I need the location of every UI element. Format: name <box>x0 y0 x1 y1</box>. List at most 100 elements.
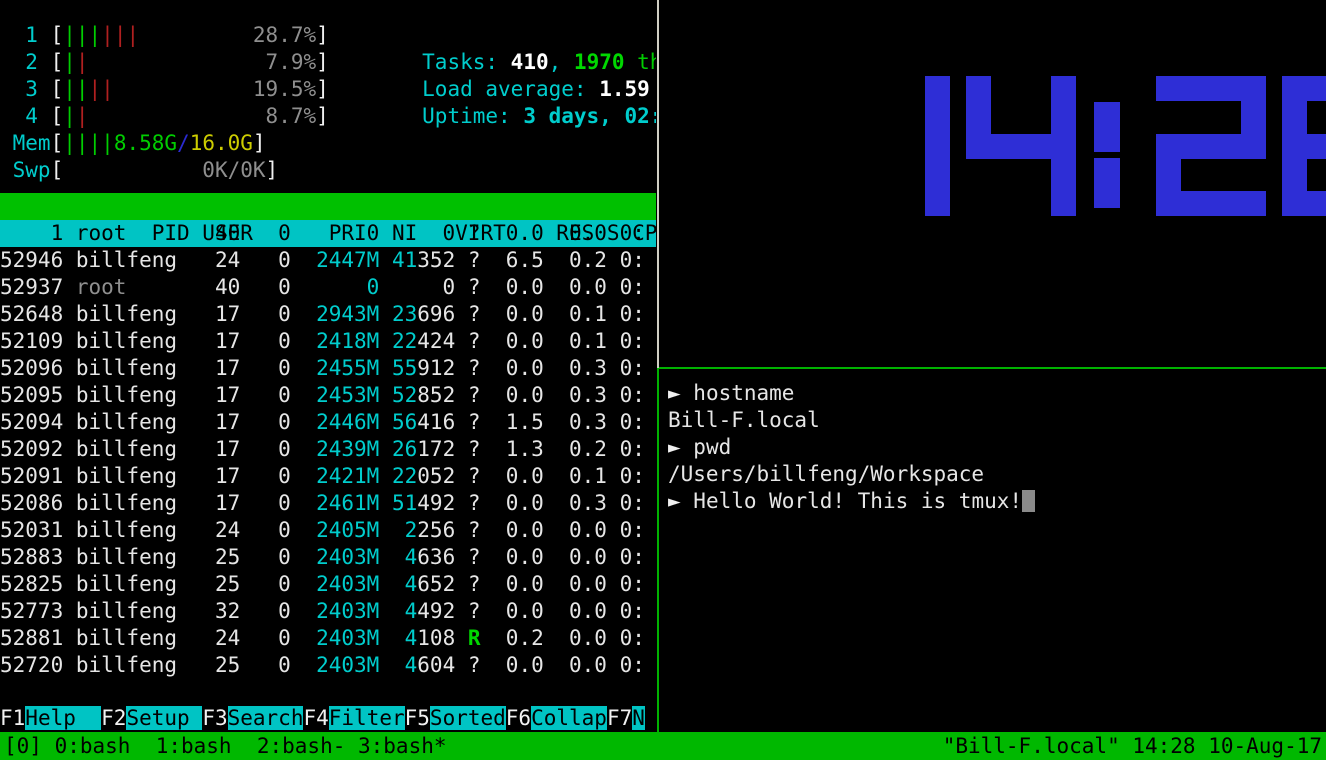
fkey-f6-label[interactable]: Collap <box>531 706 607 730</box>
table-row[interactable]: 52086 billfeng 17 0 2461M 51492 ? 0.0 0.… <box>0 490 656 517</box>
process-pri: 24 <box>177 626 241 650</box>
process-mem: 0.0 <box>543 626 607 650</box>
table-row[interactable]: 52720 billfeng 25 0 2403M 4604 ? 0.0 0.0… <box>0 652 656 679</box>
process-state: ? <box>455 653 481 677</box>
cpu-bar-red: | <box>75 50 89 74</box>
fkey-f5-key[interactable]: F5 <box>404 706 430 730</box>
pane-border-vertical-top[interactable] <box>657 0 659 368</box>
fkey-f4-label[interactable]: Filter <box>328 706 405 730</box>
table-row[interactable]: 52648 billfeng 17 0 2943M 23696 ? 0.0 0.… <box>0 301 656 328</box>
process-pri: 40 <box>177 275 241 299</box>
process-mem: 0.3 <box>543 383 607 407</box>
cpu-bar-empty <box>139 23 164 47</box>
fkey-f6-key[interactable]: F6 <box>505 706 532 730</box>
process-state: ? <box>455 599 481 623</box>
cpu-bar-green: | <box>63 104 76 128</box>
table-row[interactable]: 52094 billfeng 17 0 2446M 56416 ? 1.5 0.… <box>0 409 656 436</box>
fkey-f2-key[interactable]: F2 <box>101 706 127 730</box>
process-table[interactable]: PID USER PRI NI VIRT RES S CPU% MEM% T 1… <box>0 193 656 679</box>
htop-function-key-bar[interactable]: F1Help F2Setup F3SearchF4FilterF5SortedF… <box>0 705 656 732</box>
table-row[interactable]: 52031 billfeng 24 0 2405M 2256 ? 0.0 0.0… <box>0 517 656 544</box>
fkey-f2-label[interactable]: Setup <box>126 706 203 730</box>
process-pid: 52109 <box>0 329 76 353</box>
process-state: ? <box>455 437 481 461</box>
fkey-f1-key[interactable]: F1 <box>0 706 26 730</box>
table-row[interactable]: 52946 billfeng 24 0 2447M 41352 ? 6.5 0.… <box>0 247 656 274</box>
cpu-bar-empty <box>89 104 165 128</box>
process-state: ? <box>455 410 481 434</box>
memory-meter[interactable]: Mem[||||8.58G/16.0G] <box>0 130 656 157</box>
clock-segment-g <box>1282 134 1326 159</box>
table-row[interactable]: 52773 billfeng 32 0 2403M 4492 ? 0.0 0.0… <box>0 598 656 625</box>
htop-pane[interactable]: 1 [|||||| 28.7%] 2 [|| 7.9%] 3 [|||| 19.… <box>0 0 656 732</box>
fkey-f1-label[interactable]: Help <box>25 706 102 730</box>
process-table-body[interactable]: 1 root 40 0 0 0 ? 0.0 0.0 0: 52946 billfe… <box>0 220 656 679</box>
tmux-status-right[interactable]: "Bill-F.local" 14:28 10-Aug-17 <box>942 734 1322 758</box>
meter-bracket-open: [ <box>50 23 64 47</box>
cpu-meter-2[interactable]: 2 [|| 7.9%] <box>0 49 656 76</box>
process-gap <box>379 518 392 542</box>
process-ni: 0 <box>240 329 291 353</box>
swap-meter[interactable]: Swp[ 0K/0K] <box>0 157 656 184</box>
pane-border-horizontal[interactable] <box>659 367 1326 369</box>
process-pid: 52092 <box>0 437 76 461</box>
table-row[interactable]: 52096 billfeng 17 0 2455M 55912 ? 0.0 0.… <box>0 355 656 382</box>
process-mem: 0.2 <box>543 437 607 461</box>
process-time: 0: <box>606 491 645 515</box>
table-row[interactable]: 52883 billfeng 25 0 2403M 4636 ? 0.0 0.0… <box>0 544 656 571</box>
process-res-low: 492 <box>417 491 456 515</box>
table-row[interactable]: 1 root 40 0 0 0 ? 0.0 0.0 0: <box>0 220 656 247</box>
cpu-meter-percent: 28.7% <box>164 23 317 47</box>
load-average-line: Load average: 1.59 1.74 1. <box>321 49 656 101</box>
htop-meters-region: 1 [|||||| 28.7%] 2 [|| 7.9%] 3 [|||| 19.… <box>0 0 656 184</box>
fkey-f3-key[interactable]: F3 <box>202 706 228 730</box>
process-time: 0: <box>606 221 645 245</box>
fkey-f7-label[interactable]: N <box>632 706 645 730</box>
process-virt: 2403M <box>290 626 380 650</box>
process-table-header[interactable]: PID USER PRI NI VIRT RES S CPU% MEM% T <box>0 193 656 245</box>
process-cpu: 6.5 <box>480 248 544 272</box>
fkey-f4-key[interactable]: F4 <box>303 706 329 730</box>
table-row[interactable]: 52092 billfeng 17 0 2439M 26172 ? 1.3 0.… <box>0 436 656 463</box>
process-res-high: 2 <box>391 518 418 542</box>
process-user: billfeng <box>75 545 178 569</box>
clock-digit-4 <box>966 76 1076 216</box>
table-row[interactable]: 52825 billfeng 25 0 2403M 4652 ? 0.0 0.0… <box>0 571 656 598</box>
process-cpu: 0.0 <box>480 275 544 299</box>
process-mem: 0.0 <box>543 653 607 677</box>
pane-border-vertical-bottom[interactable] <box>657 368 659 732</box>
table-row[interactable]: 52109 billfeng 17 0 2418M 22424 ? 0.0 0.… <box>0 328 656 355</box>
process-mem: 0.3 <box>543 410 607 434</box>
table-row[interactable]: 52937 root 40 0 0 0 ? 0.0 0.0 0: <box>0 274 656 301</box>
process-pri: 17 <box>177 383 241 407</box>
process-mem: 0.0 <box>543 221 607 245</box>
fkey-f7-key[interactable]: F7 <box>606 706 633 730</box>
process-res-high: 41 <box>391 248 418 272</box>
process-virt: 2403M <box>290 599 380 623</box>
process-res-high: 4 <box>391 626 418 650</box>
table-row[interactable]: 52091 billfeng 17 0 2421M 22052 ? 0.0 0.… <box>0 463 656 490</box>
process-pri: 24 <box>177 248 241 272</box>
process-time: 0: <box>606 599 645 623</box>
tmux-clock-pane[interactable] <box>660 0 1326 366</box>
cpu-meter-3[interactable]: 3 [|||| 19.5%] <box>0 76 656 103</box>
clock-digits <box>840 76 1326 216</box>
table-row[interactable]: 52095 billfeng 17 0 2453M 52852 ? 0.0 0.… <box>0 382 656 409</box>
table-row[interactable]: 52881 billfeng 24 0 2403M 4108 R 0.2 0.0… <box>0 625 656 652</box>
fkey-f3-label[interactable]: Search <box>227 706 304 730</box>
cpu-meter-4[interactable]: 4 [|| 8.7%] <box>0 103 656 130</box>
process-cpu: 0.0 <box>480 302 544 326</box>
process-state: ? <box>455 248 481 272</box>
process-user: billfeng <box>75 437 178 461</box>
process-mem: 0.0 <box>543 518 607 542</box>
tmux-status-bar[interactable]: [0] 0:bash 1:bash 2:bash- 3:bash* "Bill-… <box>0 732 1326 760</box>
load-1-value: 1.59 <box>599 77 650 101</box>
cpu-meter-1[interactable]: 1 [|||||| 28.7%] <box>0 22 656 49</box>
tmux-status-left[interactable]: [0] 0:bash 1:bash 2:bash- 3:bash* <box>4 734 447 758</box>
fkey-f5-label[interactable]: Sorted <box>429 706 506 730</box>
clock-colon-dot <box>1094 102 1120 152</box>
shell-pane[interactable]: ► hostname Bill-F.local ► pwd/Users/billfe… <box>660 370 1326 732</box>
process-pid: 52946 <box>0 248 76 272</box>
process-pid: 52825 <box>0 572 76 596</box>
